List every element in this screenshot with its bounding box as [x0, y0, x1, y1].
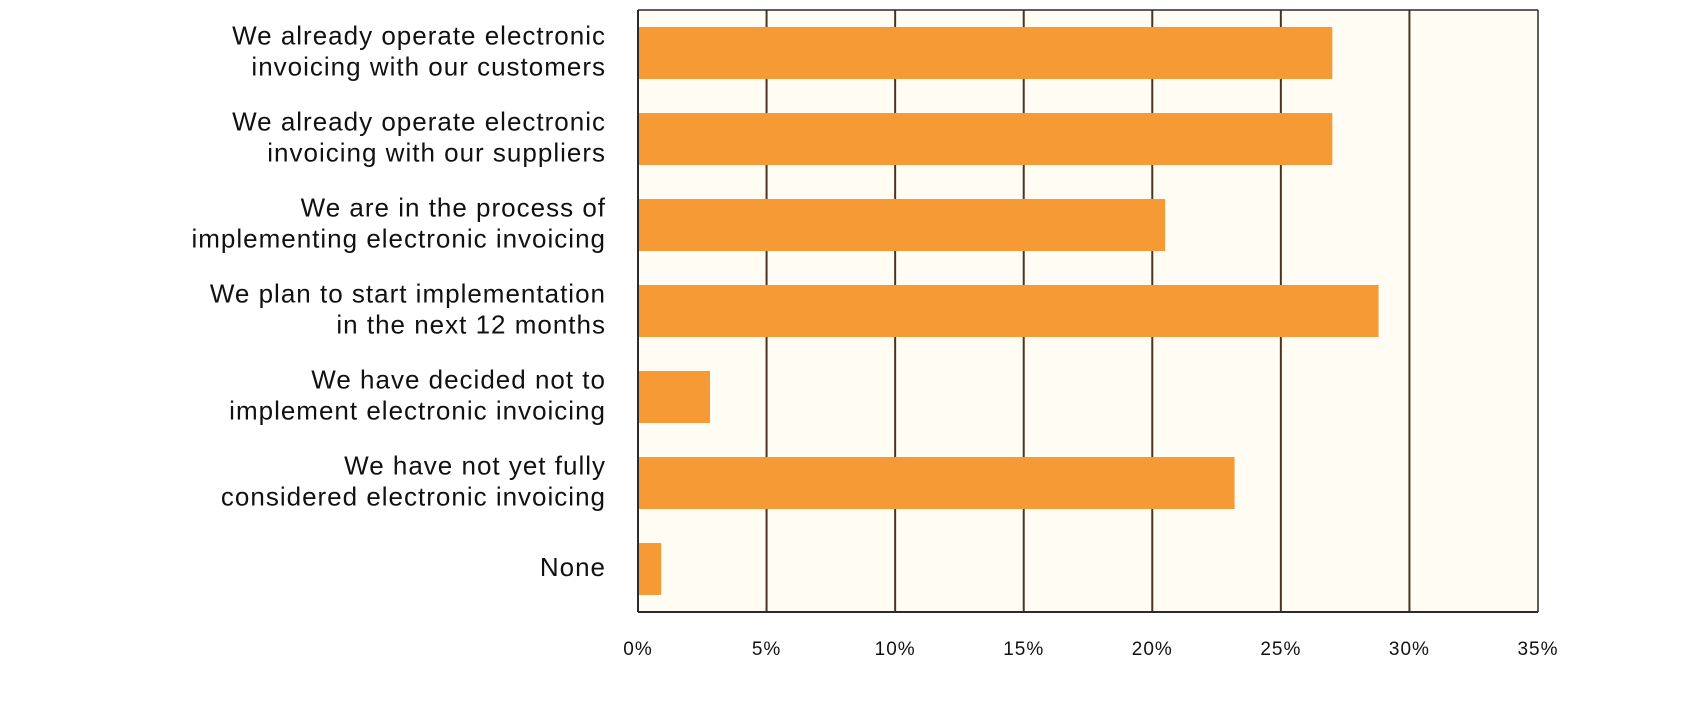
- category-labels: We already operate electronic invoicing w…: [191, 20, 606, 582]
- category-label-line: We have not yet fully: [344, 450, 606, 480]
- x-tick-label: 20%: [1132, 639, 1173, 660]
- category-label: None: [540, 552, 606, 582]
- x-tick-label: 30%: [1389, 639, 1430, 660]
- x-tick-label: 35%: [1517, 639, 1558, 660]
- x-tick-label: 10%: [875, 639, 916, 660]
- bar: [639, 199, 1166, 251]
- category-label-line: implementing electronic invoicing: [191, 223, 606, 253]
- bar: [639, 371, 710, 423]
- category-label-line: implement electronic invoicing: [229, 395, 606, 425]
- category-label-line: None: [540, 552, 606, 582]
- x-tick-label: 25%: [1260, 639, 1301, 660]
- category-label-line: We already operate electronic: [232, 106, 606, 136]
- bar: [639, 113, 1333, 165]
- category-label-line: We have decided not to: [311, 364, 606, 394]
- x-tick-label: 5%: [752, 639, 781, 660]
- category-label: We already operate electronic invoicing w…: [232, 20, 606, 81]
- category-label: We plan to start implementation in the ne…: [210, 278, 606, 339]
- category-label: We have not yet fully considered electron…: [221, 450, 606, 511]
- category-label-line: We already operate electronic: [232, 20, 606, 50]
- category-label-line: invoicing with our customers: [251, 51, 606, 81]
- category-label-line: We plan to start implementation: [210, 278, 606, 308]
- bar: [639, 27, 1333, 79]
- category-label-line: invoicing with our suppliers: [267, 137, 606, 167]
- category-label-line: considered electronic invoicing: [221, 481, 606, 511]
- category-label: We are in the process of implementing ele…: [191, 192, 606, 253]
- axes: [637, 9, 1539, 613]
- category-label-line: We are in the process of: [301, 192, 606, 222]
- bar: [639, 543, 662, 595]
- bar: [639, 285, 1379, 337]
- category-label: We already operate electronic invoicing w…: [232, 106, 606, 167]
- bar: [639, 457, 1235, 509]
- x-tick-label: 15%: [1003, 639, 1044, 660]
- category-label: We have decided not to implement electron…: [229, 364, 606, 425]
- bars: [639, 27, 1379, 595]
- x-tick-label: 0%: [623, 639, 652, 660]
- category-label-line: in the next 12 months: [336, 309, 606, 339]
- x-tick-labels: 0% 5% 10% 15% 20% 25% 30% 35%: [623, 639, 1558, 660]
